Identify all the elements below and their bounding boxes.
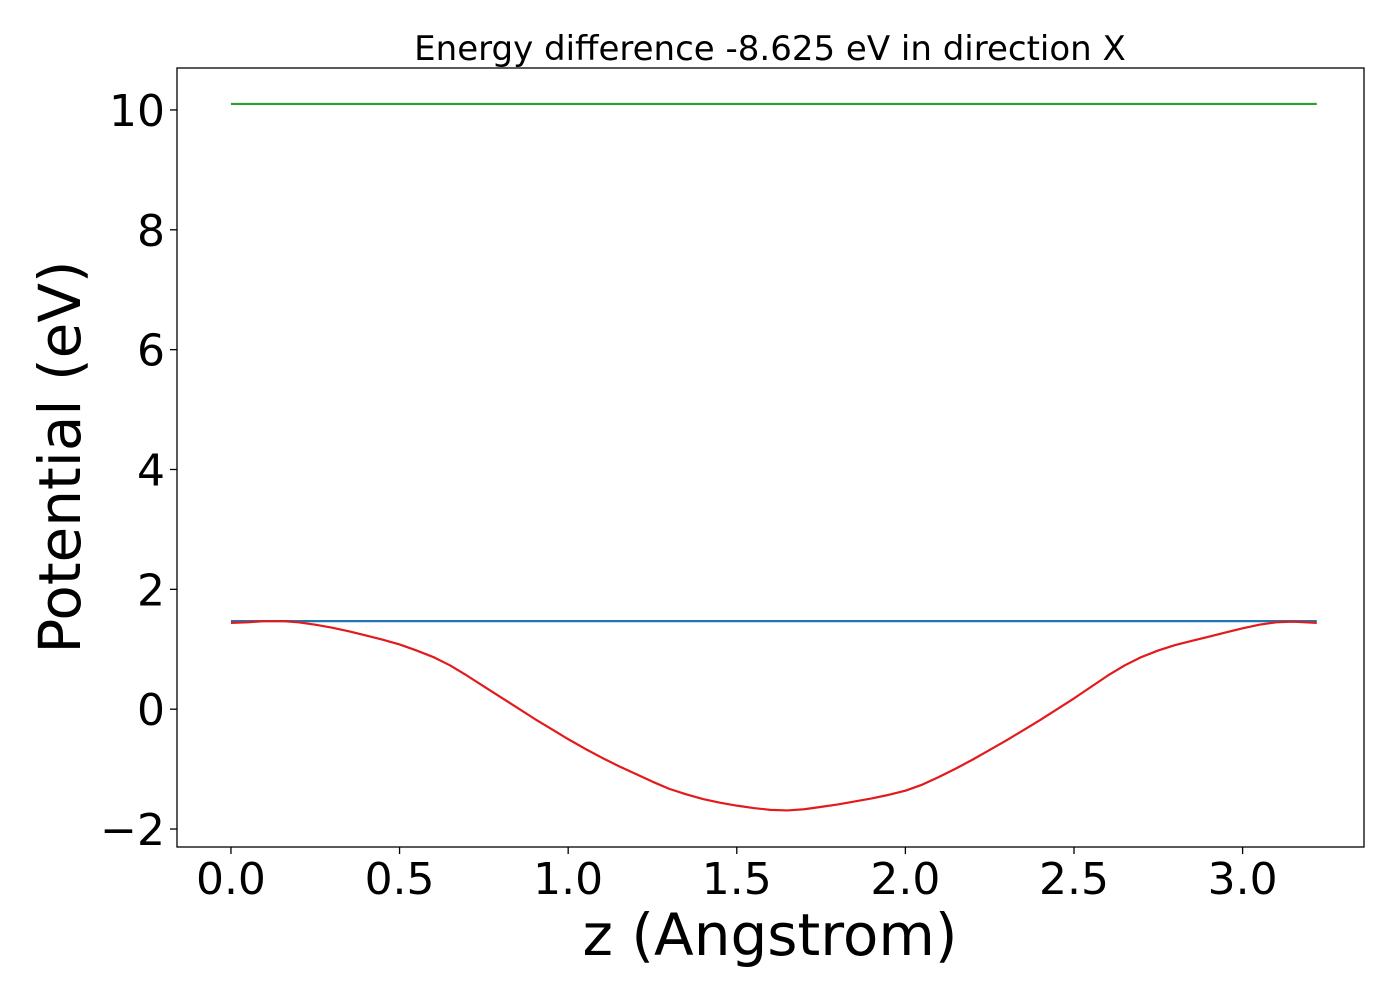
y-tick-label: 4 <box>137 445 165 496</box>
plot-area-frame <box>176 67 1365 848</box>
x-tick-label: 0.5 <box>365 854 435 905</box>
x-axis-label: z (Angstrom) <box>583 901 958 969</box>
y-axis-label: Potential (eV) <box>26 260 94 653</box>
y-tick-label: 2 <box>137 565 165 616</box>
y-tick-label: −2 <box>100 805 165 856</box>
y-tick-label: 0 <box>137 685 165 736</box>
x-axis-ticks: 0.0 0.5 1.0 1.5 2.0 2.5 3.0 <box>196 847 1278 905</box>
x-tick-label: 2.5 <box>1039 854 1109 905</box>
x-tick-label: 2.0 <box>870 854 940 905</box>
y-axis-ticks: −2 0 2 4 6 8 10 <box>100 86 177 856</box>
x-tick-label: 1.0 <box>533 854 603 905</box>
y-tick-label: 6 <box>137 326 165 377</box>
chart-title: Energy difference -8.625 eV in direction… <box>414 29 1126 69</box>
x-tick-label: 0.0 <box>196 854 266 905</box>
y-tick-label: 10 <box>109 86 165 137</box>
series-line-potential <box>230 619 1317 812</box>
x-tick-label: 3.0 <box>1208 854 1278 905</box>
x-tick-label: 1.5 <box>702 854 772 905</box>
y-tick-label: 8 <box>137 206 165 257</box>
series-layer <box>230 102 1317 812</box>
